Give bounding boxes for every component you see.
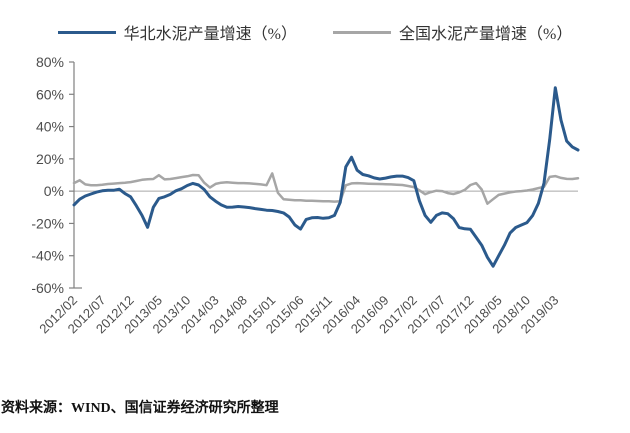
legend-label-north-china: 华北水泥产量增速（%）: [123, 26, 297, 43]
source-note: 资料来源：WIND、国信证券经济研究所整理: [1, 401, 279, 416]
y-tick-label: 40%: [36, 119, 64, 135]
y-tick-label: 0%: [44, 183, 64, 199]
chart-legend: 华北水泥产量增速（%） 全国水泥产量增速（%）: [0, 20, 630, 44]
legend-item-national: 全国水泥产量增速（%）: [333, 20, 572, 44]
legend-item-north-china: 华北水泥产量增速（%）: [57, 20, 297, 44]
legend-line-swatch-national: [333, 30, 391, 34]
y-tick-label: 80%: [36, 54, 64, 70]
y-tick-label: 20%: [36, 151, 64, 167]
legend-label-national: 全国水泥产量增速（%）: [399, 26, 573, 43]
y-tick-label: 60%: [36, 86, 64, 102]
y-tick-label: -60%: [31, 280, 64, 296]
y-tick-label: -40%: [31, 248, 64, 264]
y-tick-label: -20%: [31, 215, 64, 231]
series-line-north-china: [72, 86, 580, 268]
legend-line-swatch-north-china: [57, 30, 116, 34]
series-line-national: [72, 172, 580, 205]
